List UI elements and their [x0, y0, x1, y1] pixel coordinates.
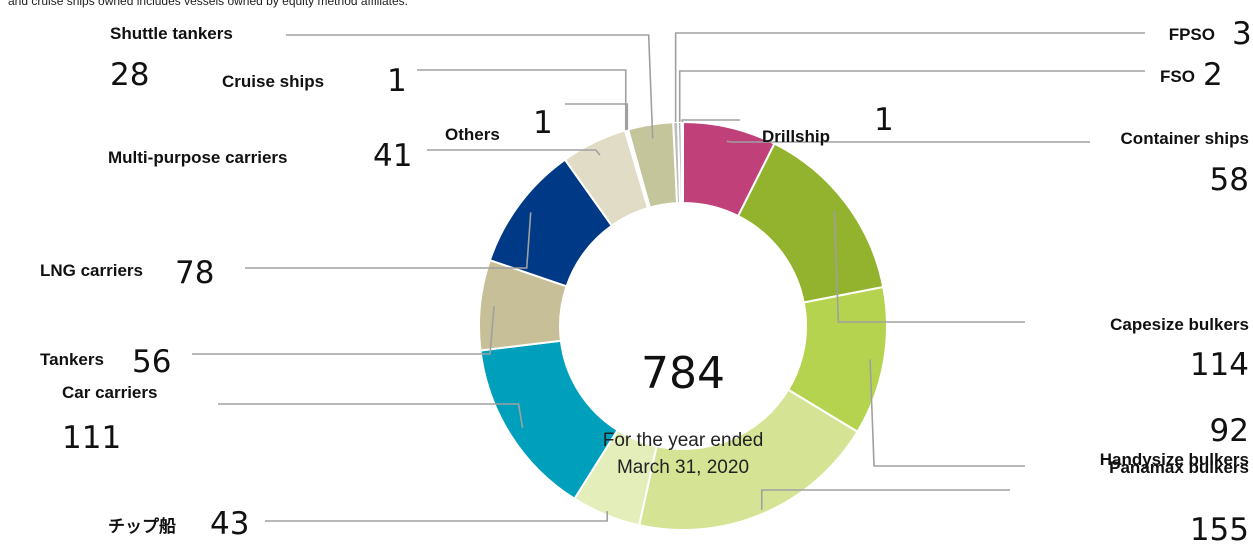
leader-line-tankers	[192, 306, 495, 355]
leader-line-cruise-ships	[417, 69, 627, 131]
slice-label-fpso: FPSO	[1169, 25, 1215, 44]
slice-label-car-carriers: Car carriers	[62, 383, 157, 402]
slice-value-cruise-ships: 1	[387, 63, 407, 99]
slice-value-container-ships: 58	[1210, 162, 1249, 198]
slice-value-car-carriers: 111	[62, 420, 121, 456]
slice-value-shuttle-tankers: 28	[110, 57, 149, 93]
slice-label-multi-purpose-carriers: Multi-purpose carriers	[108, 148, 288, 167]
slice-label-handysize-bulkers: Handysize bulkers	[1100, 450, 1249, 469]
total-value: 784	[641, 348, 725, 399]
leader-line-fso	[678, 70, 1145, 123]
leader-line-shuttle-tankers	[286, 34, 654, 139]
leader-line-capesize-bulkers	[833, 211, 1025, 323]
slice-value-tankers: 56	[132, 344, 171, 380]
slice-value-others: 1	[533, 105, 553, 141]
slice-value-multi-purpose-carriers: 41	[373, 138, 412, 174]
center-caption-line1: For the year ended	[603, 430, 764, 451]
slice-label-drillship: Drillship	[762, 127, 830, 146]
leader-line-panamax-bulkers	[869, 359, 1025, 467]
slice-value-panamax-bulkers: 92	[1210, 413, 1249, 449]
leader-line-multi-purpose-carriers	[427, 149, 601, 156]
slice-label-capesize-bulkers: Capesize bulkers	[1110, 315, 1249, 334]
leader-line-lng-carriers	[245, 212, 532, 269]
slice-label-shuttle-tankers: Shuttle tankers	[110, 24, 233, 43]
leader-line-fpso	[674, 32, 1145, 123]
leader-line-car-carriers	[218, 403, 524, 428]
leader-line-handysize-bulkers	[760, 489, 1010, 510]
slice-label-others: Others	[445, 125, 500, 144]
slice-drillship	[680, 120, 684, 205]
slice-label-chip-carriers: チップ船	[108, 516, 176, 536]
slice-value-lng-carriers: 78	[175, 255, 214, 291]
slice-value-fpso: 3	[1232, 16, 1252, 52]
slice-label-fso: FSO	[1160, 67, 1195, 86]
leader-line-others	[565, 103, 629, 130]
slice-handysize-bulkers	[638, 388, 859, 531]
slice-label-container-ships: Container ships	[1121, 129, 1249, 148]
leader-line-drillship	[681, 119, 740, 123]
leader-line-chip-carriers	[265, 511, 609, 522]
slice-label-lng-carriers: LNG carriers	[40, 261, 143, 280]
slice-label-tankers: Tankers	[40, 350, 104, 369]
slice-value-handysize-bulkers: 155	[1190, 512, 1249, 544]
slice-label-panamax-bulkers: Panamax bulkers	[1109, 458, 1249, 477]
slice-value-capesize-bulkers: 114	[1190, 347, 1249, 383]
slice-label-cruise-ships: Cruise ships	[222, 72, 324, 91]
leader-line-container-ships	[726, 140, 1090, 143]
slice-value-fso: 2	[1203, 57, 1223, 93]
center-caption-line2: March 31, 2020	[617, 457, 749, 478]
slice-value-chip-carriers: 43	[210, 506, 249, 542]
slice-value-drillship: 1	[874, 102, 894, 138]
footnote-text: and cruise ships owned includes vessels …	[8, 0, 409, 8]
